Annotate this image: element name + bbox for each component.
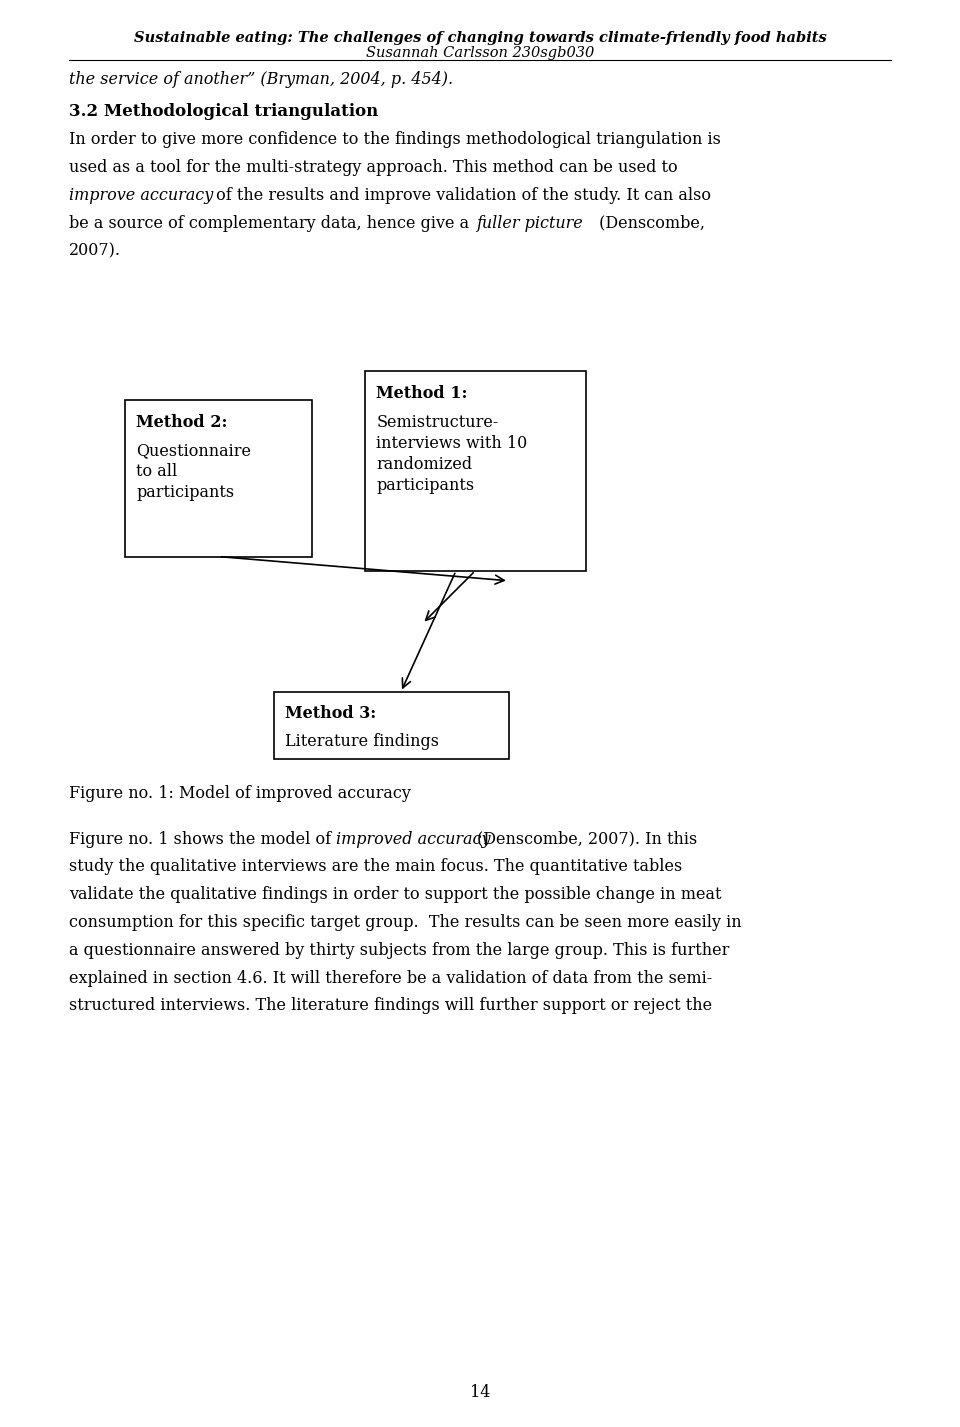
Bar xyxy=(125,400,312,557)
Text: Questionnaire
to all
participants: Questionnaire to all participants xyxy=(136,442,252,501)
Text: the service of another” (Bryman, 2004, p. 454).: the service of another” (Bryman, 2004, p… xyxy=(69,71,453,88)
Text: 2007).: 2007). xyxy=(69,243,121,260)
Text: In order to give more confidence to the findings methodological triangulation is: In order to give more confidence to the … xyxy=(69,131,721,148)
Text: used as a tool for the multi-strategy approach. This method can be used to: used as a tool for the multi-strategy ap… xyxy=(69,160,678,176)
Text: 3.2 Methodological triangulation: 3.2 Methodological triangulation xyxy=(69,103,378,120)
Text: Susannah Carlsson 230sgb030: Susannah Carlsson 230sgb030 xyxy=(366,46,594,60)
Text: of the results and improve validation of the study. It can also: of the results and improve validation of… xyxy=(211,187,711,204)
Text: Literature findings: Literature findings xyxy=(285,733,439,751)
Bar xyxy=(274,692,509,759)
Text: study the qualitative interviews are the main focus. The quantitative tables: study the qualitative interviews are the… xyxy=(69,859,683,875)
Text: explained in section 4.6. It will therefore be a validation of data from the sem: explained in section 4.6. It will theref… xyxy=(69,970,712,986)
Text: 14: 14 xyxy=(469,1384,491,1401)
Text: Figure no. 1 shows the model of: Figure no. 1 shows the model of xyxy=(69,831,336,848)
Text: Method 1:: Method 1: xyxy=(376,385,468,402)
Text: consumption for this specific target group.  The results can be seen more easily: consumption for this specific target gro… xyxy=(69,915,742,930)
Text: Method 3:: Method 3: xyxy=(285,705,376,722)
Bar xyxy=(365,371,586,571)
Text: Sustainable eating: The challenges of changing towards climate-friendly food hab: Sustainable eating: The challenges of ch… xyxy=(133,31,827,46)
Text: be a source of complementary data, hence give a: be a source of complementary data, hence… xyxy=(69,214,474,231)
Text: (Denscombe, 2007). In this: (Denscombe, 2007). In this xyxy=(477,831,697,848)
Text: (Denscombe,: (Denscombe, xyxy=(594,214,706,231)
Text: a questionnaire answered by thirty subjects from the large group. This is furthe: a questionnaire answered by thirty subje… xyxy=(69,942,730,959)
Text: structured interviews. The literature findings will further support or reject th: structured interviews. The literature fi… xyxy=(69,997,712,1015)
Text: improved accuracy: improved accuracy xyxy=(336,831,491,848)
Text: Semistructure-
interviews with 10
randomized
participants: Semistructure- interviews with 10 random… xyxy=(376,414,528,494)
Text: fuller picture: fuller picture xyxy=(477,214,584,231)
Text: Figure no. 1: Model of improved accuracy: Figure no. 1: Model of improved accuracy xyxy=(69,785,411,802)
Text: validate the qualitative findings in order to support the possible change in mea: validate the qualitative findings in ord… xyxy=(69,886,722,903)
Text: Method 2:: Method 2: xyxy=(136,414,228,431)
Text: improve accuracy: improve accuracy xyxy=(69,187,213,204)
